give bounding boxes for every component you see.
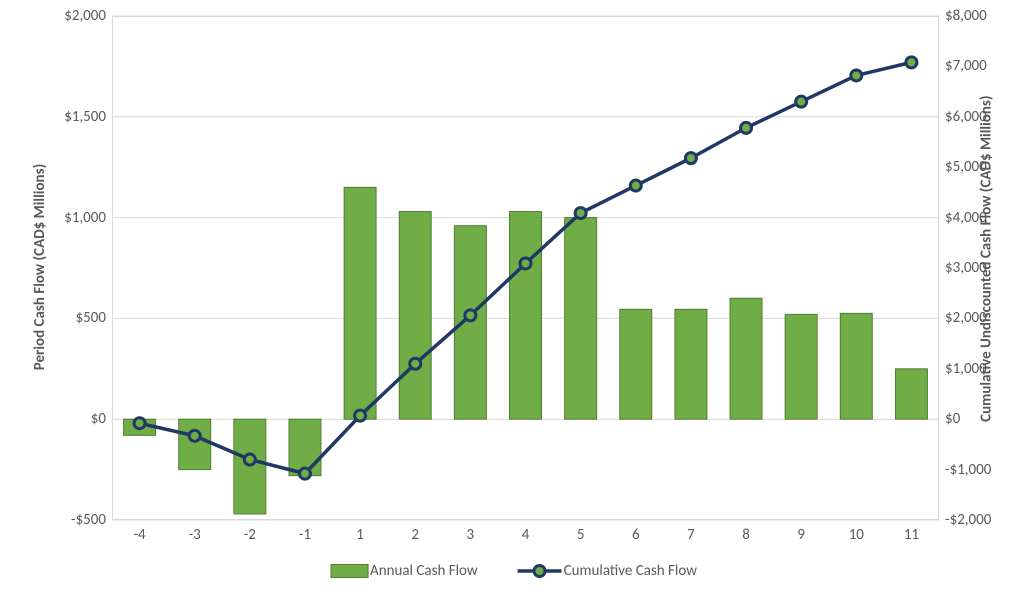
y-right-tick-label: $4,000 <box>945 209 987 227</box>
x-tick-label: 11 <box>891 526 931 544</box>
x-tick-label: 7 <box>671 526 711 544</box>
x-tick-label: -2 <box>230 526 270 544</box>
y-left-tick-label: $1,500 <box>64 108 106 126</box>
x-tick-label: 6 <box>616 526 656 544</box>
y-right-tick-label: $7,000 <box>945 57 987 75</box>
x-tick-label: 1 <box>340 526 380 544</box>
legend-item-bars: Annual Cash Flow <box>330 562 478 580</box>
x-tick-label: 4 <box>506 526 546 544</box>
y-left-tick-label: $500 <box>76 309 106 327</box>
cashflow-chart: { "chart": { "type": "bar+line", "width"… <box>0 0 1027 602</box>
legend-label-line: Cumulative Cash Flow <box>564 562 697 580</box>
legend-swatch-line <box>518 563 562 579</box>
y-right-tick-label: $0 <box>945 410 960 428</box>
y-left-axis-title: Period Cash Flow (CAD$ Millions) <box>31 147 49 387</box>
x-tick-label: 5 <box>561 526 601 544</box>
x-tick-label: 2 <box>395 526 435 544</box>
y-right-tick-label: $6,000 <box>945 108 987 126</box>
y-right-tick-label: $1,000 <box>945 360 987 378</box>
chart-svg <box>0 0 1027 602</box>
y-left-tick-label: $0 <box>91 410 106 428</box>
y-left-tick-label: $1,000 <box>64 209 106 227</box>
y-right-tick-label: $8,000 <box>945 7 987 25</box>
y-right-tick-label: -$1,000 <box>945 461 991 479</box>
legend-label-bars: Annual Cash Flow <box>370 562 478 580</box>
y-left-tick-label: -$500 <box>71 511 106 529</box>
y-right-tick-label: -$2,000 <box>945 511 991 529</box>
y-left-tick-label: $2,000 <box>64 7 106 25</box>
x-tick-label: -4 <box>120 526 160 544</box>
x-tick-label: 3 <box>450 526 490 544</box>
y-right-tick-label: $5,000 <box>945 158 987 176</box>
x-tick-label: 9 <box>781 526 821 544</box>
x-tick-label: -1 <box>285 526 325 544</box>
legend-item-line: Cumulative Cash Flow <box>518 562 697 580</box>
x-tick-label: -3 <box>175 526 215 544</box>
legend-swatch-bar <box>330 564 368 578</box>
x-tick-label: 10 <box>836 526 876 544</box>
x-tick-label: 8 <box>726 526 766 544</box>
y-right-tick-label: $3,000 <box>945 259 987 277</box>
legend: Annual Cash Flow Cumulative Cash Flow <box>330 562 697 580</box>
y-right-tick-label: $2,000 <box>945 309 987 327</box>
